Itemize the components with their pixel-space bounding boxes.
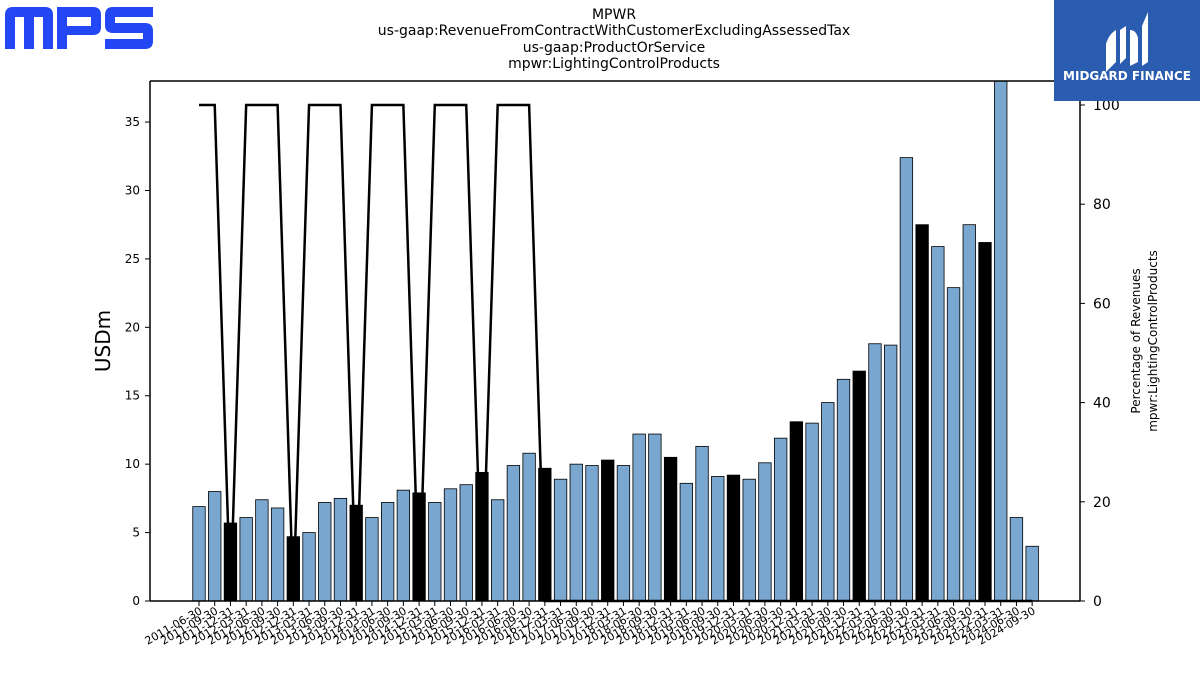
bar <box>868 343 882 602</box>
bar <box>459 484 473 602</box>
bar <box>805 422 819 602</box>
bar <box>553 478 568 602</box>
midgard-logo-text: MIDGARD FINANCE <box>1063 69 1191 83</box>
bar <box>333 497 348 602</box>
chart-title-line-3: us-gaap:ProductOrService <box>522 40 706 56</box>
y2-tick-label: 60 <box>1093 296 1111 312</box>
bar <box>506 465 521 602</box>
bar <box>742 478 756 602</box>
bar <box>695 445 709 602</box>
bar <box>632 433 646 602</box>
bar <box>648 433 662 602</box>
bar <box>663 456 678 602</box>
bar <box>962 224 976 602</box>
y-tick-label: 0 <box>132 594 140 608</box>
bar <box>239 517 253 602</box>
bar <box>931 246 945 602</box>
bar <box>852 370 866 602</box>
bar <box>522 452 536 602</box>
y2-tick-label: 20 <box>1093 495 1111 511</box>
bar <box>491 499 505 602</box>
y2-axis-label-line1: Percentage of Revenues <box>1129 268 1143 413</box>
bar <box>365 517 379 602</box>
y-tick-label: 10 <box>125 457 140 471</box>
bar <box>915 224 929 602</box>
y2-axis-label-line2: mpwr:LightingControlProducts <box>1146 250 1160 432</box>
bar <box>726 474 741 602</box>
y-tick-label: 25 <box>125 252 140 266</box>
y-tick-label: 30 <box>125 183 140 197</box>
bar <box>758 462 772 602</box>
bar <box>1025 545 1039 602</box>
chart-title-line-4: mpwr:LightingControlProducts <box>508 56 720 72</box>
bar <box>601 459 615 602</box>
bar <box>789 421 804 602</box>
y-tick-label: 15 <box>125 389 140 403</box>
bar <box>585 465 599 602</box>
bar <box>270 507 285 602</box>
chart-title-line-1: MPWR <box>591 7 637 23</box>
bar <box>302 532 316 602</box>
midgard-mark-icon <box>1106 12 1148 72</box>
chart-title-line-2: us-gaap:RevenueFromContractWithCustomerE… <box>377 23 851 39</box>
bar <box>396 489 411 602</box>
bar <box>380 502 395 602</box>
y2-tick-label: 80 <box>1093 197 1111 213</box>
bar <box>616 465 631 602</box>
y2-tick-label: 0 <box>1093 594 1102 610</box>
bar <box>208 491 222 602</box>
bar <box>946 287 961 602</box>
y-axis-label: USDm <box>91 310 115 372</box>
midgard-finance-logo: MIDGARD FINANCE <box>1054 0 1200 101</box>
bar <box>428 502 442 602</box>
bar <box>899 157 914 602</box>
bar <box>978 242 992 602</box>
bar <box>569 463 583 602</box>
bar <box>443 488 458 602</box>
y-tick-label: 20 <box>125 320 140 334</box>
y2-tick-label: 40 <box>1093 396 1111 412</box>
bar <box>711 476 725 602</box>
bar <box>836 378 851 602</box>
bar <box>773 437 788 602</box>
y-tick-label: 35 <box>125 115 140 129</box>
bar <box>1009 517 1024 602</box>
bar <box>255 499 269 602</box>
bar-group <box>192 80 1039 602</box>
mps-logo <box>5 5 155 54</box>
bar <box>318 502 332 602</box>
bar <box>821 402 835 602</box>
bar <box>679 482 693 602</box>
bar <box>192 506 206 602</box>
bar <box>884 344 898 602</box>
y-tick-label: 5 <box>132 526 140 540</box>
axes-group: 051015202530350204060801002011-06-302011… <box>125 80 1120 648</box>
bar <box>994 80 1008 602</box>
y2-tick-label: 100 <box>1093 98 1120 114</box>
